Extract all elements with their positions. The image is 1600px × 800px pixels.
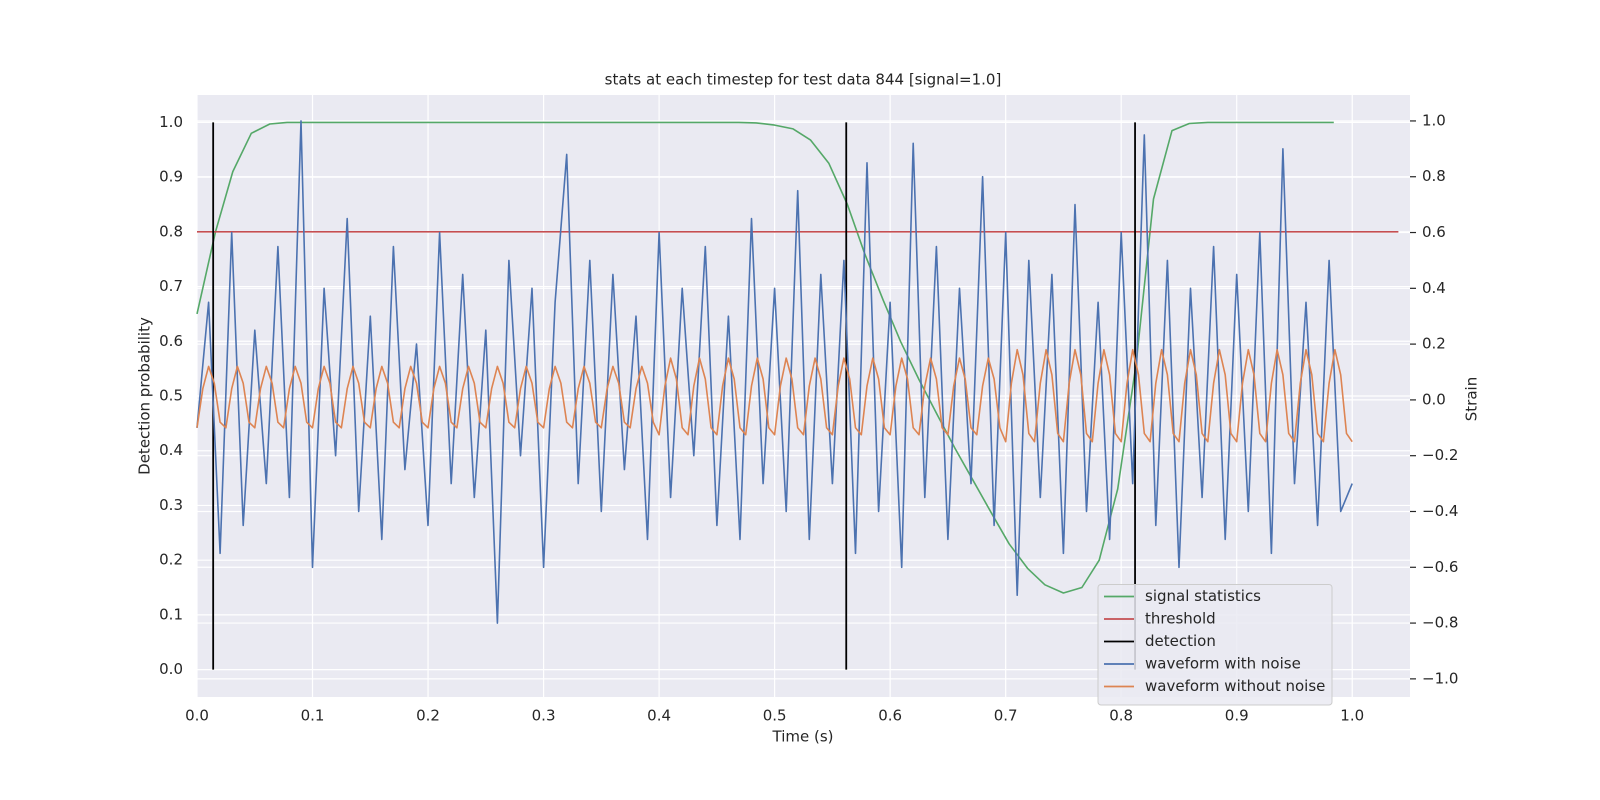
x-tick-label: 0.5	[763, 707, 787, 725]
x-tick-label: 0.3	[532, 707, 556, 725]
legend-label: waveform without noise	[1145, 677, 1325, 695]
y2-tick-label: 0.0	[1422, 390, 1446, 408]
y2-tick-label: −1.0	[1422, 669, 1458, 687]
y-tick-label: 0.2	[159, 551, 183, 569]
y2-tick-label: −0.8	[1422, 614, 1458, 632]
y2-tick-label: −0.6	[1422, 558, 1458, 576]
x-tick-label: 0.8	[1109, 707, 1133, 725]
y-tick-label: 0.1	[159, 605, 183, 623]
y2-tick-label: 1.0	[1422, 111, 1446, 129]
y-tick-label: 0.6	[159, 332, 183, 350]
x-tick-label: 0.4	[647, 707, 671, 725]
y2-tick-label: −0.4	[1422, 502, 1458, 520]
y2-tick-label: 0.4	[1422, 279, 1446, 297]
legend-label: threshold	[1145, 610, 1216, 628]
y-tick-label: 0.0	[159, 660, 183, 678]
x-tick-label: 1.0	[1340, 707, 1364, 725]
series-line	[196, 121, 1334, 594]
x-tick-label: 0.7	[994, 707, 1018, 725]
y-tick-label: 0.4	[159, 441, 183, 459]
y-tick-label: 0.9	[159, 168, 183, 186]
y-tick-label: 1.0	[159, 113, 183, 131]
x-tick-label: 0.0	[185, 707, 209, 725]
y-tick-label: 0.8	[159, 222, 183, 240]
series-line	[196, 120, 1353, 624]
y-axis-label: Detection probability	[136, 317, 154, 475]
legend-box	[1097, 584, 1333, 706]
y-tick-label: 0.5	[159, 387, 183, 405]
y2-tick-label: −0.2	[1422, 446, 1458, 464]
y-tick-label: 0.7	[159, 277, 183, 295]
y2-axis-label: Strain	[1463, 377, 1481, 421]
y2-tick-label: 0.6	[1422, 223, 1446, 241]
x-axis-label: Time (s)	[772, 728, 834, 746]
y-tick-label: 0.3	[159, 496, 183, 514]
legend-label: detection	[1145, 632, 1216, 650]
y2-tick-label: 0.2	[1422, 335, 1446, 353]
x-tick-label: 0.6	[878, 707, 902, 725]
x-tick-label: 0.1	[301, 707, 325, 725]
legend-label: signal statistics	[1145, 587, 1261, 605]
x-tick-label: 0.2	[416, 707, 440, 725]
y2-tick-label: 0.8	[1422, 167, 1446, 185]
legend-label: waveform with noise	[1145, 655, 1301, 673]
series-line	[196, 348, 1353, 443]
x-tick-label: 0.9	[1225, 707, 1249, 725]
chart-title: stats at each timestep for test data 844…	[605, 71, 1002, 89]
